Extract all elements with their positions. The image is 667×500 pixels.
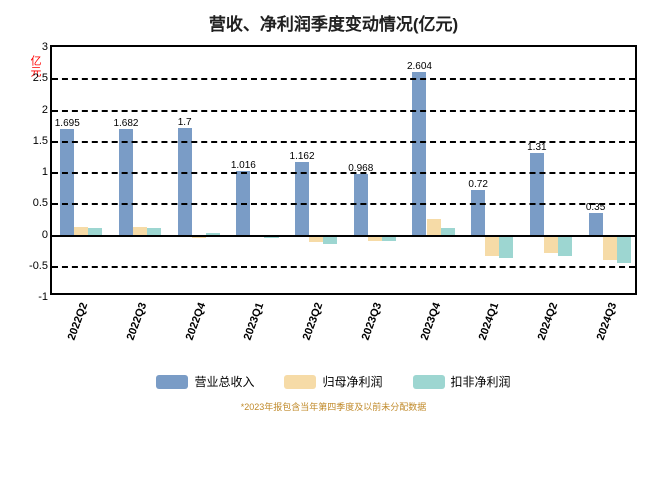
bar-value-label: 1.31 bbox=[527, 142, 546, 153]
x-tick-label: 2022Q3 bbox=[125, 301, 150, 342]
x-tick-label: 2022Q2 bbox=[66, 301, 91, 342]
y-tick-label: 0 bbox=[42, 229, 52, 241]
bar bbox=[427, 219, 441, 235]
bar bbox=[589, 213, 603, 235]
y-tick-label: 3 bbox=[42, 41, 52, 53]
bar bbox=[471, 190, 485, 235]
x-tick-label: 2022Q4 bbox=[183, 301, 208, 342]
legend-item-netprofit: 归母净利润 bbox=[284, 373, 382, 390]
y-tick-label: 2 bbox=[42, 104, 52, 116]
x-tick-label: 2024Q3 bbox=[594, 301, 619, 342]
plot-area: 亿元 1.6951.6821.71.0161.1620.9682.6040.72… bbox=[50, 45, 637, 295]
x-tick-label: 2024Q1 bbox=[477, 301, 502, 342]
bar-value-label: 2.604 bbox=[407, 61, 432, 72]
legend: 营业总收入 归母净利润 扣非净利润 bbox=[20, 373, 647, 390]
bar bbox=[412, 72, 426, 235]
bar bbox=[133, 227, 147, 235]
gridline bbox=[52, 172, 635, 174]
bar bbox=[499, 235, 513, 259]
bar bbox=[74, 227, 88, 235]
x-tick-label: 2023Q2 bbox=[301, 301, 326, 342]
legend-label: 扣非净利润 bbox=[451, 373, 511, 390]
x-tick-label: 2023Q4 bbox=[418, 301, 443, 342]
gridline bbox=[52, 235, 635, 237]
footnote: *2023年报包含当年第四季度及以前未分配数据 bbox=[20, 400, 647, 413]
bar-value-label: 1.7 bbox=[178, 117, 192, 128]
gridline bbox=[52, 266, 635, 268]
bar-value-label: 1.682 bbox=[113, 118, 138, 129]
legend-swatch-revenue bbox=[156, 375, 188, 389]
gridline bbox=[52, 203, 635, 205]
chart-title: 营收、净利润季度变动情况(亿元) bbox=[20, 10, 647, 35]
x-tick-label: 2023Q3 bbox=[359, 301, 384, 342]
y-tick-label: -0.5 bbox=[29, 260, 52, 272]
y-tick-label: 1.5 bbox=[33, 135, 52, 147]
bar-value-label: 1.695 bbox=[55, 118, 80, 129]
legend-item-deducted: 扣非净利润 bbox=[413, 373, 511, 390]
bar-value-label: 0.72 bbox=[468, 179, 487, 190]
gridline bbox=[52, 110, 635, 112]
y-tick-label: 2.5 bbox=[33, 72, 52, 84]
legend-swatch-deducted bbox=[413, 375, 445, 389]
bar bbox=[178, 128, 192, 234]
gridline bbox=[52, 141, 635, 143]
bars-layer: 1.6951.6821.71.0161.1620.9682.6040.721.3… bbox=[52, 47, 635, 293]
legend-label: 营业总收入 bbox=[194, 373, 254, 390]
legend-label: 归母净利润 bbox=[322, 373, 382, 390]
bar-value-label: 1.162 bbox=[290, 151, 315, 162]
x-tick-label: 2024Q2 bbox=[536, 301, 561, 342]
bar-value-label: 1.016 bbox=[231, 160, 256, 171]
gridline bbox=[52, 78, 635, 80]
bar bbox=[544, 235, 558, 254]
bar bbox=[485, 235, 499, 257]
bar bbox=[558, 235, 572, 257]
bar bbox=[530, 153, 544, 235]
bar bbox=[603, 235, 617, 260]
legend-swatch-netprofit bbox=[284, 375, 316, 389]
bar bbox=[60, 129, 74, 235]
y-tick-label: 1 bbox=[42, 166, 52, 178]
bar bbox=[617, 235, 631, 263]
x-tick-label: 2023Q1 bbox=[242, 301, 267, 342]
bar bbox=[119, 129, 133, 234]
x-axis-labels: 2022Q2 2022Q3 2022Q4 2023Q1 2023Q2 2023Q3 2023… bbox=[50, 295, 637, 365]
y-tick-label: 0.5 bbox=[33, 197, 52, 209]
legend-item-revenue: 营业总收入 bbox=[156, 373, 254, 390]
chart-container: 营收、净利润季度变动情况(亿元) 亿元 1.6951.6821.71.0161.… bbox=[0, 0, 667, 500]
